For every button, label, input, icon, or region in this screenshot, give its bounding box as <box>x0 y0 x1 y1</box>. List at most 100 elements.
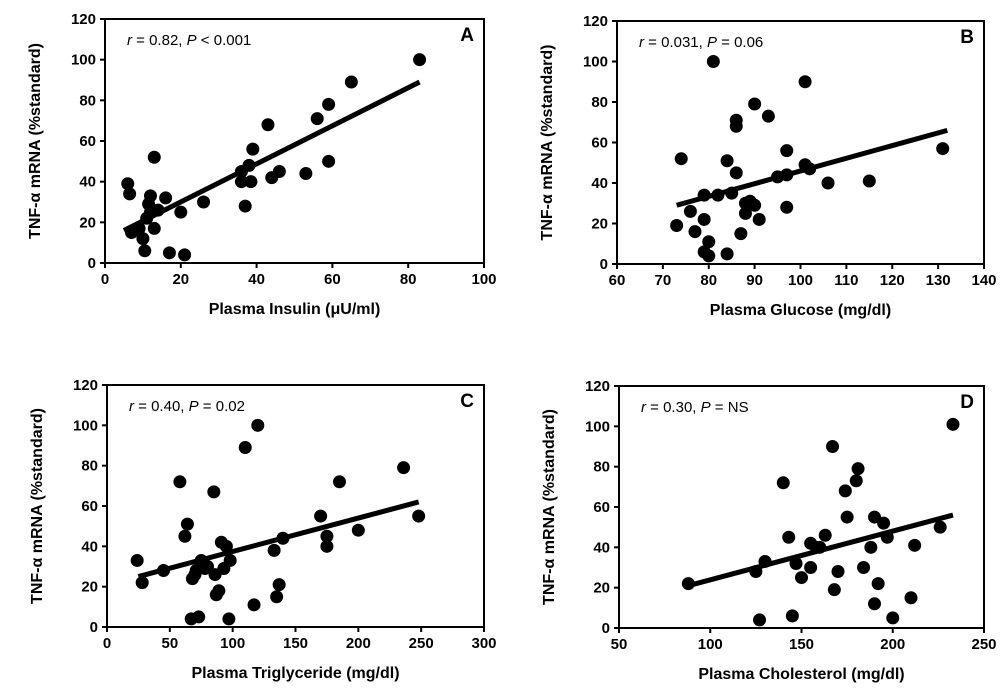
data-point <box>753 613 767 627</box>
data-point <box>840 510 854 524</box>
y-tick-label: 120 <box>583 13 608 30</box>
data-point <box>780 144 794 158</box>
plot-frame <box>104 18 485 264</box>
panel-letter: C <box>460 391 474 412</box>
data-point <box>147 150 161 164</box>
y-tick-label: 100 <box>583 54 608 71</box>
data-point <box>674 152 688 166</box>
data-point <box>752 212 766 226</box>
data-point <box>322 97 336 111</box>
data-point <box>397 461 411 475</box>
y-tick-label: 100 <box>71 52 96 69</box>
data-point <box>234 175 248 189</box>
data-point <box>804 561 818 574</box>
data-point <box>251 418 265 432</box>
y-tick-label: 20 <box>591 216 608 233</box>
data-point <box>871 577 885 591</box>
data-point <box>247 598 261 612</box>
x-tick-label: 50 <box>611 636 628 653</box>
data-point <box>868 597 881 611</box>
data-point <box>670 219 684 233</box>
data-point <box>868 510 881 524</box>
y-axis-title: TNF-α mRNA (%standard) <box>541 409 558 605</box>
data-point <box>748 198 762 212</box>
panel-c: 0 50 100 150 200 250 300 0 20 40 60 80 100 120 Plasma … <box>29 377 497 682</box>
x-tick-label: 200 <box>880 636 905 653</box>
data-point <box>238 441 252 455</box>
data-point <box>223 553 237 567</box>
x-tick-label: 130 <box>926 272 951 289</box>
data-point <box>827 583 841 597</box>
y-tick-label: 0 <box>600 256 608 273</box>
r-symbol: r <box>639 34 645 51</box>
r-value: = 0.031, <box>644 34 707 51</box>
regression-line <box>137 499 420 579</box>
data-point <box>261 118 275 132</box>
y-tick-label: 20 <box>79 214 96 231</box>
data-point <box>785 609 799 623</box>
data-point <box>851 462 865 476</box>
data-point <box>683 204 697 218</box>
data-point <box>270 590 284 604</box>
p-value: = 0.06 <box>717 34 763 51</box>
data-point <box>831 565 845 579</box>
data-point <box>720 154 734 168</box>
y-tick-label: 40 <box>593 539 610 556</box>
data-point <box>212 584 226 598</box>
data-point <box>178 248 192 262</box>
x-tick-label: 300 <box>471 635 496 652</box>
data-point <box>862 174 876 188</box>
x-tick-label: 100 <box>698 636 723 653</box>
panel-d: 50 100 150 200 250 0 20 40 60 80 100 120 Plasma Chol… <box>541 378 997 683</box>
data-point <box>729 119 743 133</box>
y-tick-label: 120 <box>585 378 610 395</box>
data-point <box>886 611 900 625</box>
p-value: < 0.001 <box>197 32 252 49</box>
x-axis-title: Plasma Cholesterol (mg/dl) <box>698 666 904 683</box>
data-point <box>782 530 796 544</box>
data-point <box>412 509 426 523</box>
data-point <box>178 529 192 543</box>
y-tick-label: 80 <box>79 92 96 109</box>
y-axis-title: TNF-α mRNA (%standard) <box>29 408 46 604</box>
data-point <box>344 75 358 89</box>
data-point <box>222 612 236 626</box>
x-tick-label: 80 <box>700 272 717 289</box>
y-tick-label: 100 <box>73 417 98 434</box>
correlation-annotation: r = 0.82, P < 0.001 <box>127 32 251 49</box>
x-tick-label: 80 <box>400 271 417 288</box>
data-point <box>351 523 365 537</box>
data-point <box>238 199 252 213</box>
p-value: = 0.02 <box>199 398 245 415</box>
x-tick-label: 20 <box>172 271 189 288</box>
data-point <box>246 142 260 156</box>
data-point <box>121 177 135 191</box>
x-tick-label: 0 <box>101 271 109 288</box>
panel-letter: A <box>460 25 474 46</box>
data-point <box>159 191 173 205</box>
y-tick-label: 100 <box>585 418 610 435</box>
x-tick-label: 120 <box>880 272 905 289</box>
correlation-annotation: r = 0.30, P = NS <box>641 399 749 416</box>
data-point <box>776 476 790 490</box>
y-tick-label: 120 <box>73 377 98 394</box>
data-point <box>908 538 922 552</box>
data-point <box>864 540 878 554</box>
y-tick-label: 40 <box>81 538 98 555</box>
y-tick-label: 0 <box>88 255 96 272</box>
regression-line <box>122 79 421 233</box>
data-point <box>720 247 734 261</box>
x-tick-label: 250 <box>971 636 996 653</box>
data-point <box>244 175 258 189</box>
x-tick-label: 0 <box>103 635 111 652</box>
x-tick-label: 110 <box>834 272 858 289</box>
data-point <box>818 528 832 542</box>
data-point <box>904 591 918 605</box>
data-point <box>322 154 336 168</box>
data-point <box>738 206 752 220</box>
data-point <box>734 227 748 241</box>
x-axis-title: Plasma Insulin (μU/ml) <box>209 301 381 318</box>
data-point <box>314 509 328 523</box>
data-point <box>838 484 852 498</box>
data-point <box>123 187 137 201</box>
